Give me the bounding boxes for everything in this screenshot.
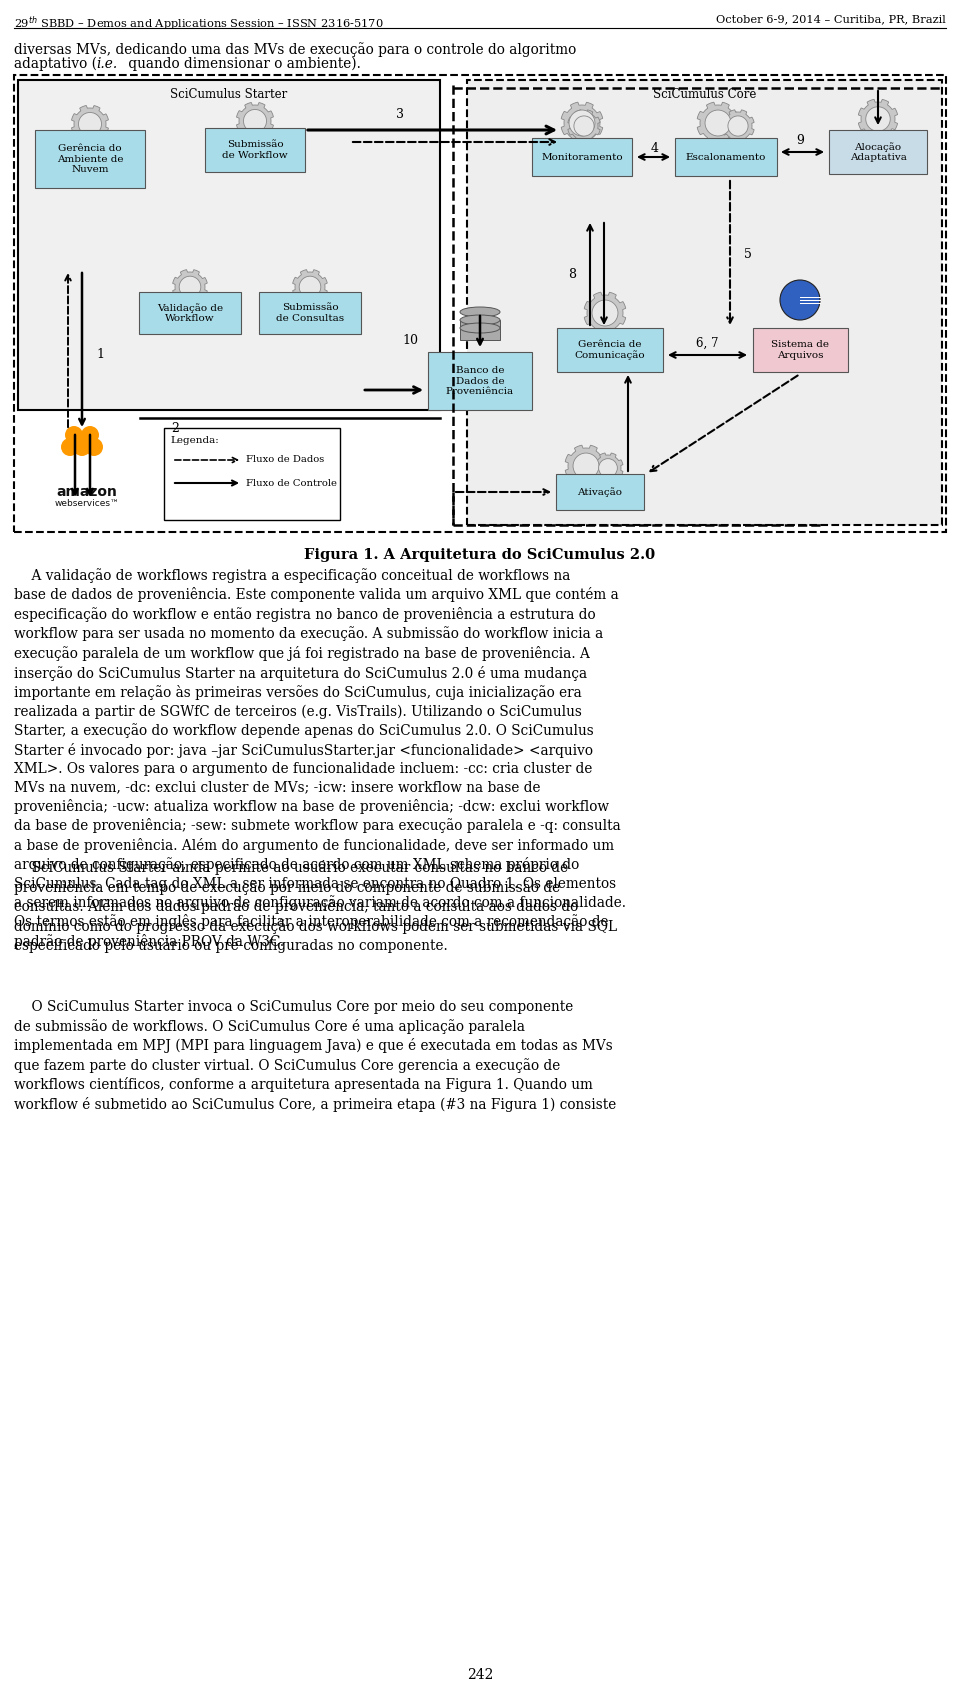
Circle shape [569,110,595,136]
Bar [557,329,663,371]
Text: SciCumulus Starter ainda permite ao usuário executar consultas no banco de
prove: SciCumulus Starter ainda permite ao usuá… [14,859,617,953]
Text: 6, 7: 6, 7 [696,337,718,349]
Text: webservices™: webservices™ [55,498,119,508]
Circle shape [81,425,99,444]
Text: 10: 10 [402,334,418,346]
Bar [428,353,532,410]
Text: Ativação: Ativação [578,486,622,497]
Ellipse shape [460,324,500,332]
Circle shape [705,110,731,136]
Text: SciCumulus Core: SciCumulus Core [653,88,756,102]
Polygon shape [697,102,739,144]
Polygon shape [593,453,623,483]
Text: A validação de workflows registra a especificação conceitual de workflows na
bas: A validação de workflows registra a espe… [14,568,626,949]
Circle shape [300,276,321,298]
Text: 5: 5 [744,249,752,261]
Polygon shape [71,105,108,142]
Bar [259,292,361,334]
Bar [18,80,440,410]
Text: 242: 242 [467,1668,493,1681]
Text: i.e.: i.e. [96,58,117,71]
Text: Legenda:: Legenda: [170,436,219,446]
Bar [556,475,644,510]
Text: 29$^{th}$ SBBD – Demos and Applications Session – ISSN 2316-5170: 29$^{th}$ SBBD – Demos and Applications … [14,14,384,32]
Circle shape [73,437,91,456]
Text: Sistema de
Arquivos: Sistema de Arquivos [771,341,829,359]
Circle shape [61,437,79,456]
Circle shape [780,280,820,320]
Circle shape [180,276,201,298]
Text: Monitoramento: Monitoramento [541,153,623,161]
Text: Alocação
Adaptativa: Alocação Adaptativa [850,142,906,163]
Circle shape [85,437,103,456]
Ellipse shape [460,307,500,317]
Circle shape [599,459,617,478]
Bar [675,137,777,176]
Text: Escalonamento: Escalonamento [685,153,766,161]
Text: adaptativo (: adaptativo ( [14,58,97,71]
Polygon shape [173,270,207,305]
Polygon shape [858,100,898,139]
Bar [532,137,632,176]
Polygon shape [722,110,755,142]
Text: 8: 8 [568,268,576,281]
Text: diversas MVs, dedicando uma das MVs de execução para o controle do algoritmo: diversas MVs, dedicando uma das MVs de e… [14,42,576,58]
Text: October 6-9, 2014 – Curitiba, PR, Brazil: October 6-9, 2014 – Curitiba, PR, Brazil [716,14,946,24]
Bar [829,131,927,175]
Circle shape [728,115,748,136]
Bar [14,75,946,532]
Bar [164,429,340,520]
Text: Validação de
Workflow: Validação de Workflow [156,303,223,324]
Polygon shape [567,110,600,142]
Bar [205,129,305,171]
Text: Fluxo de Controle: Fluxo de Controle [246,478,337,488]
Text: SciCumulus Starter: SciCumulus Starter [170,88,288,102]
Text: Banco de
Dados de
Proveniência: Banco de Dados de Proveniência [446,366,514,397]
Circle shape [574,115,594,136]
Text: Submissão
de Consultas: Submissão de Consultas [276,303,344,322]
Text: 4: 4 [651,141,659,154]
Bar [139,292,241,334]
Ellipse shape [460,315,500,325]
Text: Submissão
de Workflow: Submissão de Workflow [222,141,288,159]
Circle shape [592,300,618,325]
Polygon shape [565,446,607,486]
Circle shape [866,107,890,131]
Circle shape [79,112,102,136]
Bar [35,131,145,188]
Circle shape [65,425,83,444]
Text: Figura 1. A Arquitetura do SciCumulus 2.0: Figura 1. A Arquitetura do SciCumulus 2.… [304,547,656,563]
Text: Gerência do
Ambiente de
Nuvem: Gerência do Ambiente de Nuvem [57,144,123,175]
Text: Fluxo de Dados: Fluxo de Dados [246,456,324,464]
Text: 1: 1 [96,349,104,361]
Text: 3: 3 [396,108,404,122]
Bar [460,320,500,341]
Polygon shape [236,102,274,139]
Text: O SciCumulus Starter invoca o SciCumulus Core por meio do seu componente
de subm: O SciCumulus Starter invoca o SciCumulus… [14,1000,616,1112]
Bar [467,80,942,525]
Text: Gerência de
Comunicação: Gerência de Comunicação [575,339,645,359]
Circle shape [244,110,267,132]
Bar [753,329,848,371]
Text: amazon: amazon [57,485,117,498]
Text: quando dimensionar o ambiente).: quando dimensionar o ambiente). [124,58,361,71]
Polygon shape [293,270,327,305]
Circle shape [573,453,599,480]
Text: 2: 2 [171,422,179,434]
Polygon shape [585,292,626,334]
Polygon shape [562,102,603,144]
Text: 9: 9 [796,134,804,146]
